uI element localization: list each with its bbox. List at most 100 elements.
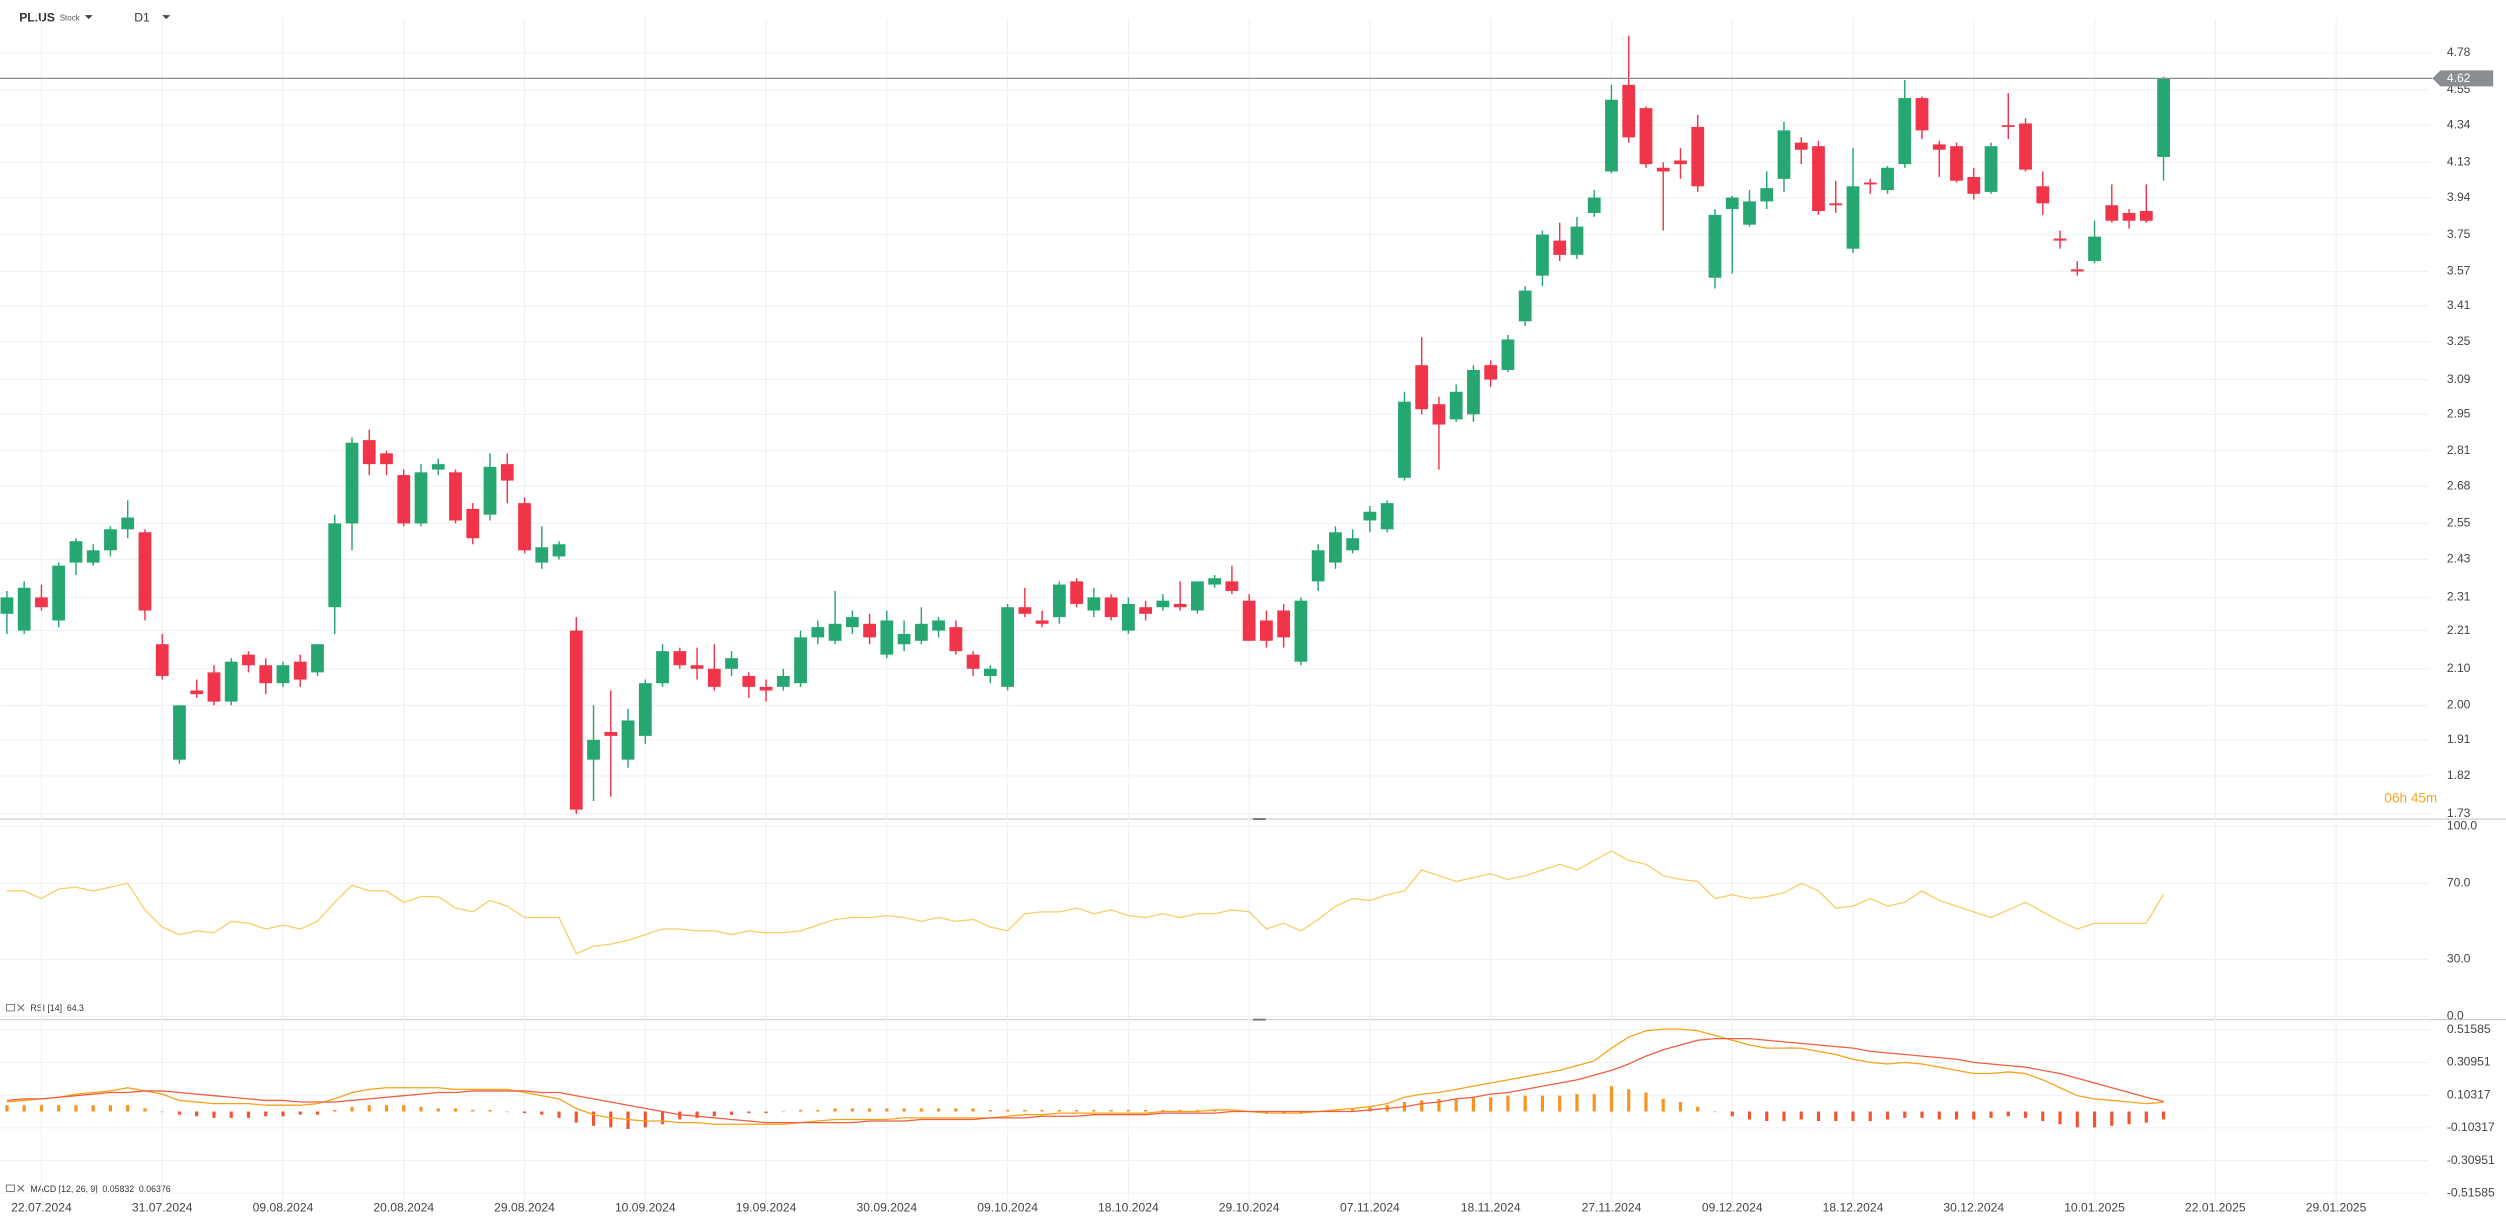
- candle-body: [2036, 186, 2050, 204]
- histogram-bar: [1678, 1102, 1683, 1112]
- candle-body: [2157, 78, 2170, 157]
- candle-body: [1501, 339, 1515, 370]
- histogram-bar: [712, 1111, 716, 1117]
- histogram-bar: [22, 1105, 26, 1112]
- histogram-bar: [1126, 1109, 1130, 1112]
- y-tick-label: 2.81: [2447, 443, 2471, 457]
- candle-body: [1691, 126, 1705, 187]
- candle-body: [1052, 584, 1066, 618]
- x-tick-label: 30.12.2024: [1943, 1200, 2004, 1214]
- histogram-bar: [143, 1108, 147, 1112]
- y-tick-label: 2.43: [2447, 552, 2471, 566]
- candle-body: [1605, 99, 1618, 172]
- candle-body: [380, 453, 393, 465]
- settings-icon[interactable]: [5, 1003, 15, 1012]
- y-tick-label: -0.51585: [2447, 1185, 2495, 1199]
- x-tick-label: 20.08.2024: [373, 1200, 434, 1214]
- candle-body: [311, 644, 324, 673]
- candle-body: [1139, 607, 1153, 614]
- histogram-bar: [1023, 1109, 1027, 1112]
- x-tick-label: 29.10.2024: [1219, 1200, 1280, 1214]
- histogram-bar: [1489, 1097, 1493, 1112]
- histogram-bar: [298, 1111, 302, 1115]
- y-tick-label: 30.0: [2447, 952, 2471, 966]
- y-tick-label: 2.95: [2447, 406, 2471, 420]
- histogram-bar: [2110, 1111, 2114, 1126]
- y-tick-label: 3.09: [2447, 372, 2471, 386]
- candle-body: [1242, 600, 1256, 641]
- histogram-bar: [1540, 1095, 1545, 1112]
- candle-body: [983, 668, 997, 676]
- histogram-bar: [108, 1105, 113, 1112]
- histogram-bar: [540, 1111, 544, 1115]
- histogram-bar: [1627, 1089, 1631, 1112]
- x-tick-label: 09.08.2024: [253, 1200, 314, 1214]
- close-icon[interactable]: [17, 1004, 25, 1012]
- y-tick-label: 3.25: [2447, 334, 2471, 348]
- candle-body: [466, 508, 480, 539]
- histogram-bar: [522, 1111, 527, 1114]
- histogram-bar: [1454, 1098, 1458, 1112]
- histogram-bar: [2075, 1111, 2079, 1128]
- candle-body: [1190, 581, 1204, 611]
- histogram-bar: [1264, 1111, 1269, 1114]
- y-tick-label: 2.68: [2447, 478, 2471, 492]
- histogram-bar: [1713, 1111, 1717, 1113]
- candle-body: [2139, 211, 2153, 221]
- candle-body: [2053, 238, 2067, 241]
- histogram-bar: [1592, 1094, 1596, 1112]
- x-tick-label: 18.12.2024: [1823, 1200, 1884, 1214]
- histogram-bar: [1092, 1109, 1096, 1112]
- histogram-bar: [557, 1111, 561, 1118]
- candle-body: [1794, 142, 1808, 150]
- candle-body: [1449, 391, 1463, 420]
- histogram-bar: [350, 1106, 354, 1112]
- rsi-label: RSI [14] 64.3: [30, 1004, 84, 1014]
- histogram-bar: [74, 1105, 78, 1112]
- candle-body: [1208, 578, 1222, 585]
- y-tick-label: 0.10317: [2447, 1087, 2491, 1101]
- rsi-last-value: 64.3: [67, 1004, 84, 1014]
- macd-title: MACD [12, 26, 9]: [30, 1184, 97, 1194]
- candle-body: [863, 623, 876, 638]
- y-tick-label: 2.55: [2447, 516, 2471, 530]
- timeframe-selector[interactable]: D1: [134, 11, 171, 25]
- candle-body: [259, 665, 273, 684]
- candle-body: [35, 597, 48, 608]
- symbol-selector[interactable]: PL.US Stock: [19, 11, 93, 25]
- histogram-bar: [1333, 1109, 1338, 1112]
- macd-label: MACD [12, 26, 9] 0.05832 0.06376: [30, 1184, 170, 1194]
- histogram-bar: [850, 1108, 854, 1112]
- candle-body: [500, 464, 514, 481]
- histogram-bar: [764, 1111, 768, 1114]
- candle-body: [155, 644, 169, 676]
- candle-body: [1915, 98, 1929, 131]
- histogram-bar: [902, 1108, 906, 1112]
- candle-body: [897, 633, 911, 645]
- close-icon[interactable]: [17, 1184, 25, 1192]
- y-tick-label: 0.51585: [2447, 1022, 2491, 1036]
- histogram-bar: [1057, 1109, 1061, 1112]
- histogram-bar: [2092, 1111, 2097, 1128]
- rsi-title: RSI [14]: [30, 1004, 62, 1014]
- candle-body: [242, 654, 255, 666]
- x-tick-label: 30.09.2024: [856, 1200, 917, 1214]
- histogram-bar: [1920, 1111, 1924, 1118]
- histogram-bar: [2127, 1111, 2131, 1125]
- candle-body: [1484, 365, 1498, 380]
- histogram-bar: [660, 1111, 665, 1125]
- settings-icon[interactable]: [5, 1184, 15, 1192]
- histogram-bar: [816, 1109, 820, 1112]
- x-tick-label: 18.11.2024: [1461, 1200, 1521, 1214]
- candle-body: [966, 654, 980, 669]
- histogram-bar: [919, 1108, 923, 1112]
- histogram-bar: [1989, 1111, 1993, 1118]
- histogram-bar: [453, 1108, 458, 1112]
- histogram-bar: [315, 1111, 320, 1115]
- histogram-bar: [609, 1111, 613, 1128]
- histogram-bar: [1437, 1098, 1441, 1112]
- candle-body: [449, 472, 462, 521]
- macd-last-value: 0.05832: [102, 1184, 134, 1194]
- y-tick-label: 1.82: [2447, 768, 2471, 782]
- y-tick-label: 3.57: [2447, 264, 2471, 278]
